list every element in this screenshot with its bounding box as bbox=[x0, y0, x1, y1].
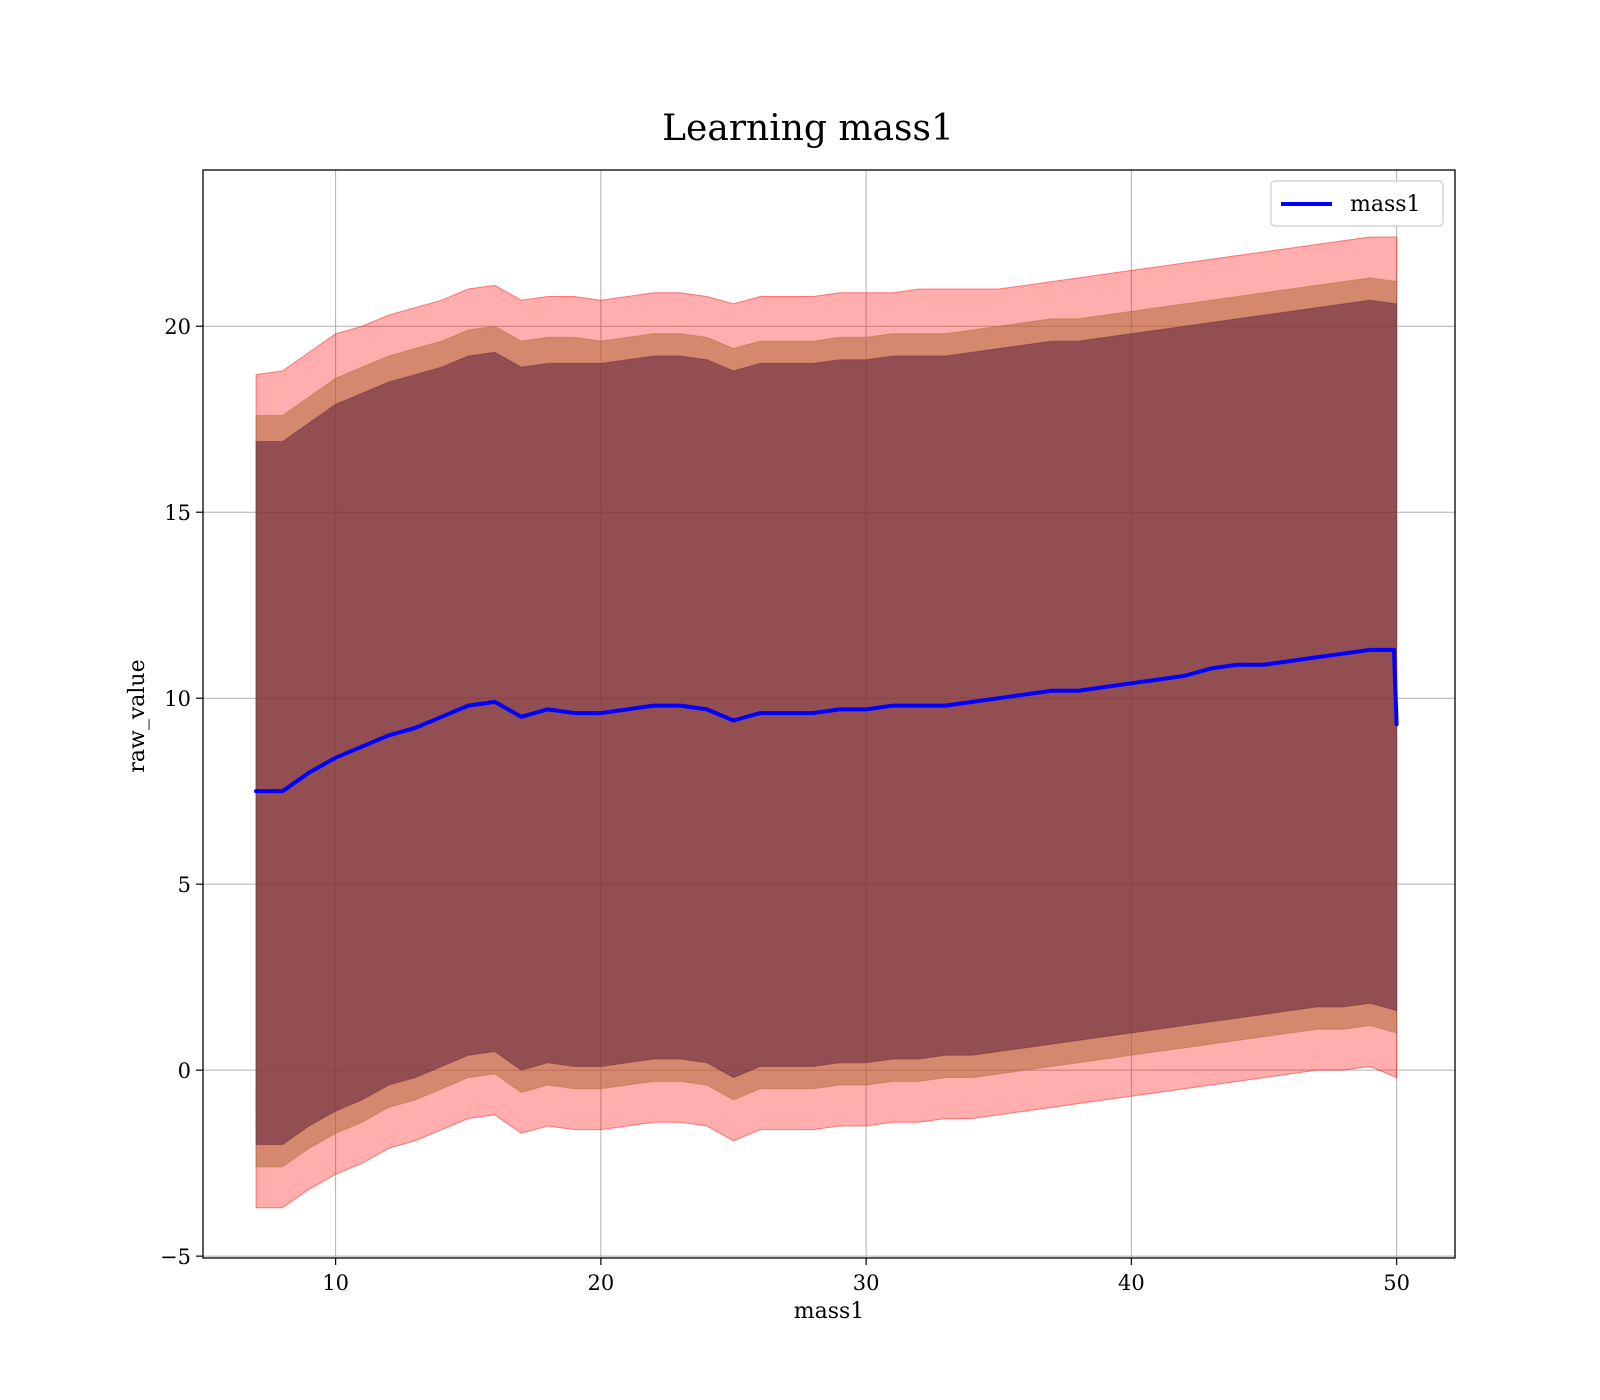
data-point bbox=[996, 696, 1001, 700]
legend: mass1 bbox=[1270, 180, 1444, 227]
x-tick-label-40: 40 bbox=[1118, 1271, 1145, 1295]
x-tick-label-50: 50 bbox=[1383, 1271, 1410, 1295]
data-point bbox=[1288, 659, 1293, 663]
x-axis-label: mass1 bbox=[794, 1299, 865, 1324]
plot-frame bbox=[202, 169, 1456, 1259]
data-point bbox=[439, 714, 444, 719]
data-point bbox=[1235, 662, 1240, 667]
legend-label-mass1: mass1 bbox=[1350, 192, 1421, 217]
data-point bbox=[970, 700, 975, 704]
data-point bbox=[1129, 681, 1134, 686]
data-point bbox=[307, 770, 311, 775]
data-point bbox=[705, 707, 709, 712]
data-point bbox=[1156, 677, 1160, 682]
data-point bbox=[1023, 692, 1028, 697]
y-tick-label-15: 15 bbox=[164, 501, 191, 525]
data-point bbox=[519, 714, 524, 719]
confidence-bands bbox=[255, 236, 1398, 1209]
data-point bbox=[837, 707, 842, 712]
data-point bbox=[1394, 722, 1399, 727]
y-tick-label-20: 20 bbox=[164, 315, 191, 339]
data-point bbox=[1209, 666, 1213, 671]
data-point bbox=[1262, 662, 1266, 667]
data-point bbox=[1368, 648, 1372, 652]
data-point bbox=[1341, 651, 1346, 656]
data-point bbox=[890, 703, 895, 708]
x-tick-label-10: 10 bbox=[322, 1271, 349, 1295]
y-tick-label-10: 10 bbox=[164, 687, 191, 711]
y-axis-label: raw_value bbox=[125, 659, 150, 772]
data-point bbox=[333, 755, 338, 760]
data-point bbox=[864, 707, 868, 712]
chart-title: Learning mass1 bbox=[662, 108, 954, 149]
data-point bbox=[1050, 688, 1054, 693]
data-point bbox=[1103, 685, 1107, 689]
data-point bbox=[360, 744, 364, 749]
data-point bbox=[1392, 648, 1396, 652]
data-point bbox=[731, 718, 736, 723]
data-point bbox=[254, 789, 258, 793]
y-tick-label-5: 5 bbox=[178, 873, 191, 897]
data-point bbox=[1076, 688, 1081, 693]
series-layer bbox=[254, 647, 1399, 794]
data-point bbox=[599, 711, 603, 715]
y-tick-label--5: −5 bbox=[160, 1245, 191, 1269]
data-point bbox=[943, 703, 948, 708]
data-point bbox=[625, 707, 630, 712]
x-tick-label-20: 20 bbox=[588, 1271, 615, 1295]
x-tick-label-30: 30 bbox=[853, 1271, 880, 1295]
data-point bbox=[413, 726, 418, 730]
data-point bbox=[917, 703, 921, 708]
data-point bbox=[280, 789, 285, 793]
data-point bbox=[678, 703, 683, 708]
data-point bbox=[652, 703, 656, 708]
data-point bbox=[758, 711, 762, 715]
axis-ticks: 10 20 30 40 50 −5 0 5 10 15 20 bbox=[160, 315, 1410, 1295]
data-point bbox=[1182, 674, 1187, 678]
data-point bbox=[386, 733, 391, 738]
band-inner bbox=[255, 299, 1398, 1146]
y-tick-label-0: 0 bbox=[178, 1059, 191, 1083]
data-point bbox=[572, 711, 577, 715]
data-point bbox=[466, 703, 471, 708]
data-point bbox=[784, 711, 789, 715]
data-point bbox=[1315, 655, 1319, 660]
legend-box bbox=[1270, 180, 1444, 227]
data-point bbox=[492, 700, 497, 704]
data-point bbox=[546, 707, 550, 712]
data-point bbox=[811, 711, 815, 715]
